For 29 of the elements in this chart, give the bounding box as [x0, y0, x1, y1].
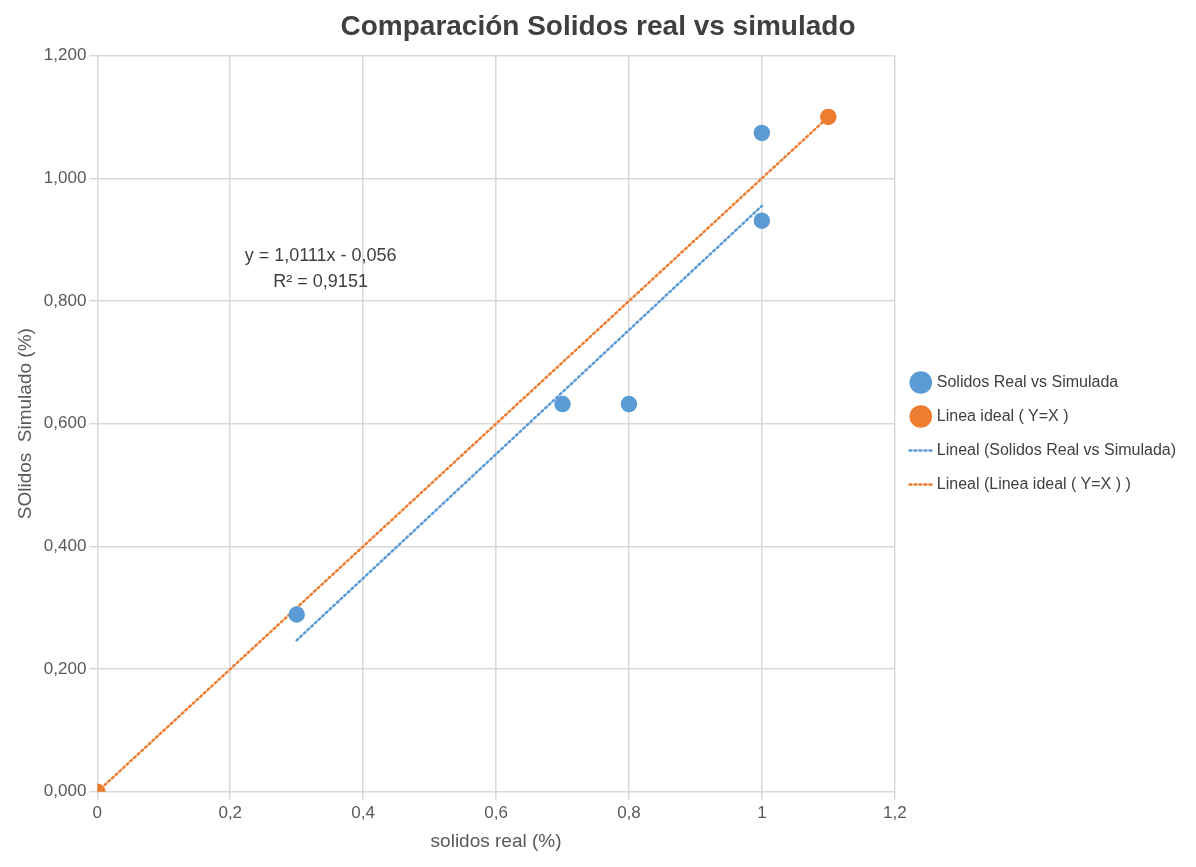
x-tick-label: 0,8 [617, 802, 641, 822]
legend-label: Solidos Real vs Simulada [936, 372, 1119, 390]
x-tick-label: 1 [757, 802, 767, 822]
x-tick-label: 0,4 [351, 802, 375, 822]
point [288, 606, 305, 623]
point [620, 395, 638, 413]
y-tick-label: 0,400 [43, 536, 87, 556]
y-tick-label: 0,000 [43, 781, 87, 801]
y-tick-label: 0,600 [43, 413, 87, 433]
y-tick-label: 1,200 [43, 45, 87, 65]
point [753, 124, 771, 142]
annotation: y = 1,0111x - 0,056 [244, 244, 397, 265]
y-axis-title: SOlidos Simulado (%) [13, 328, 35, 520]
x-tick-label: 0,2 [218, 802, 243, 822]
y-tick-label: 0,800 [43, 290, 87, 310]
x-tick-label: 0 [92, 802, 103, 822]
legend-label: Linea ideal ( Y=X ) [936, 406, 1069, 424]
point [753, 212, 771, 229]
legend-label: Lineal (Linea ideal ( Y=X ) ) [936, 474, 1131, 492]
x-tick-label: 0,6 [484, 802, 508, 822]
y-tick-label: 1,000 [43, 167, 87, 187]
chart-title: Comparación Solidos real vs simulado [340, 9, 856, 41]
point [820, 108, 837, 126]
x-axis-title: solidos real (%) [430, 829, 562, 851]
legend-label: Lineal (Solidos Real vs Simulada) [936, 440, 1177, 458]
annotation: R² = 0,9151 [273, 270, 368, 291]
x-tick-label: 1,2 [882, 802, 907, 822]
y-tick-label: 0,200 [43, 658, 87, 678]
point [554, 395, 571, 413]
